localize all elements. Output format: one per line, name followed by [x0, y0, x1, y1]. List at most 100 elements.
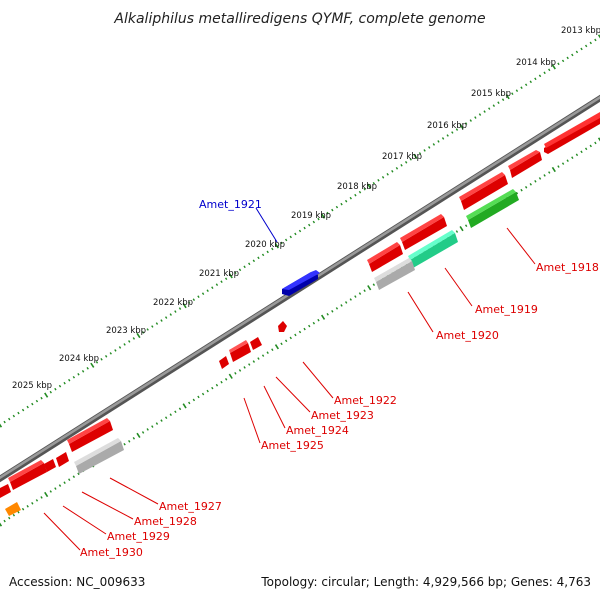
tick-mark: [192, 298, 196, 301]
gene-label-amet-1922[interactable]: Amet_1922: [334, 394, 397, 407]
tick-mark: [589, 144, 592, 148]
tick-mark: [455, 128, 459, 131]
tick-mark: [146, 328, 149, 331]
gene-amet-1929[interactable]: [44, 459, 56, 472]
tick-mark: [331, 208, 334, 212]
gene-label-amet-1920[interactable]: Amet_1920: [436, 329, 499, 342]
tick-mark: [252, 259, 256, 263]
tick-mark: [215, 283, 219, 287]
gene-label-amet-1927[interactable]: Amet_1927: [159, 500, 222, 513]
tick-mark: [63, 481, 66, 484]
tick-mark: [21, 507, 25, 511]
tick-mark: [317, 217, 320, 221]
tick-mark: [534, 180, 537, 183]
tick-mark: [72, 375, 76, 379]
gene-block[interactable]: [8, 460, 47, 490]
gene-block[interactable]: [508, 150, 542, 178]
gene-label-amet-1919[interactable]: Amet_1919: [475, 303, 538, 316]
tick-labels: 2013 kbp 2014 kbp 2015 kbp 2016 kbp 2017…: [12, 26, 600, 391]
tick-mark: [529, 80, 532, 84]
tick-mark: [340, 202, 343, 206]
gene-amet-1919[interactable]: [408, 230, 458, 268]
gene-block[interactable]: [400, 214, 447, 250]
tick-mark: [455, 230, 459, 233]
tick-mark: [511, 92, 514, 96]
gene-amet-1921[interactable]: [282, 270, 320, 296]
tick-mark: [597, 34, 600, 39]
tick-mark: [228, 273, 233, 279]
gene-label-amet-1930[interactable]: Amet_1930: [80, 546, 143, 559]
tick-mark: [271, 247, 274, 251]
tick-mark: [17, 510, 20, 514]
tick-mark: [395, 167, 399, 170]
gene-block[interactable]: [544, 112, 600, 154]
tick-label: 2020 kbp: [245, 240, 285, 250]
tick-mark: [136, 332, 141, 339]
tick-mark: [90, 362, 95, 368]
gene-label-amet-1924[interactable]: Amet_1924: [286, 424, 349, 437]
tick-mark: [40, 496, 43, 499]
tick-mark: [192, 398, 196, 402]
tick-mark: [274, 344, 279, 350]
tick-mark: [201, 392, 205, 396]
tick-mark: [548, 171, 551, 174]
tick-mark: [211, 286, 214, 290]
gene-label-amet-1923[interactable]: Amet_1923: [311, 409, 374, 422]
tick-mark: [372, 181, 376, 185]
tick-mark: [575, 50, 579, 54]
tick-mark: [182, 403, 187, 409]
tick-mark: [483, 110, 486, 113]
gene-label-amet-1918[interactable]: Amet_1918: [536, 261, 599, 274]
tick-mark: [81, 369, 85, 373]
tick-mark: [488, 107, 491, 110]
tick-mark: [520, 86, 523, 90]
gene-amet-1918[interactable]: [466, 189, 519, 228]
outer-tick-track: [0, 34, 600, 428]
tick-mark: [224, 377, 228, 381]
tick-mark: [160, 419, 163, 422]
tick-mark: [437, 140, 440, 143]
tick-mark: [261, 253, 265, 257]
tick-mark: [174, 310, 177, 313]
tick-mark: [104, 355, 108, 358]
tick-label: 2016 kbp: [427, 121, 467, 131]
gene-amet-1924[interactable]: [229, 340, 251, 362]
tick-mark: [266, 250, 269, 254]
gene-amet-1923[interactable]: [250, 337, 262, 350]
tick-mark: [132, 437, 136, 440]
tick-mark: [35, 499, 39, 502]
tick-mark: [266, 351, 269, 354]
gene-amet-1920[interactable]: [374, 258, 415, 290]
tick-label: 2018 kbp: [337, 182, 377, 192]
gene-amet-1922[interactable]: [278, 321, 287, 332]
gene-amet-1925[interactable]: [219, 356, 229, 369]
tick-mark: [68, 378, 71, 382]
gene-block[interactable]: [459, 172, 508, 210]
tick-mark: [580, 150, 583, 154]
gene-block[interactable]: [67, 418, 113, 452]
gene-label-amet-1929[interactable]: Amet_1929: [107, 530, 170, 543]
gene-label-amet-1925[interactable]: Amet_1925: [261, 439, 324, 452]
tick-mark: [188, 301, 191, 304]
gene-label-amet-1928[interactable]: Amet_1928: [134, 515, 197, 528]
gene-amet-1927[interactable]: [74, 438, 124, 474]
tick-mark: [58, 384, 62, 388]
tick-mark: [363, 289, 366, 292]
tick-mark: [321, 314, 326, 320]
tick-mark: [234, 271, 237, 275]
gene-label-amet-1921[interactable]: Amet_1921: [199, 198, 262, 211]
tick-mark: [238, 268, 242, 272]
tick-mark: [141, 431, 145, 434]
tick-mark: [160, 319, 163, 322]
tick-mark: [469, 119, 472, 122]
gene-amet-1930[interactable]: [5, 502, 21, 516]
tick-mark: [284, 339, 288, 343]
tick-mark: [367, 285, 372, 291]
gene-amet-1928[interactable]: [56, 452, 69, 467]
tick-mark: [561, 162, 565, 165]
gene-block[interactable]: [367, 242, 403, 272]
tick-mark: [594, 141, 597, 145]
gene-block[interactable]: [0, 484, 11, 498]
tick-mark: [35, 399, 39, 403]
tick-mark: [248, 262, 251, 266]
